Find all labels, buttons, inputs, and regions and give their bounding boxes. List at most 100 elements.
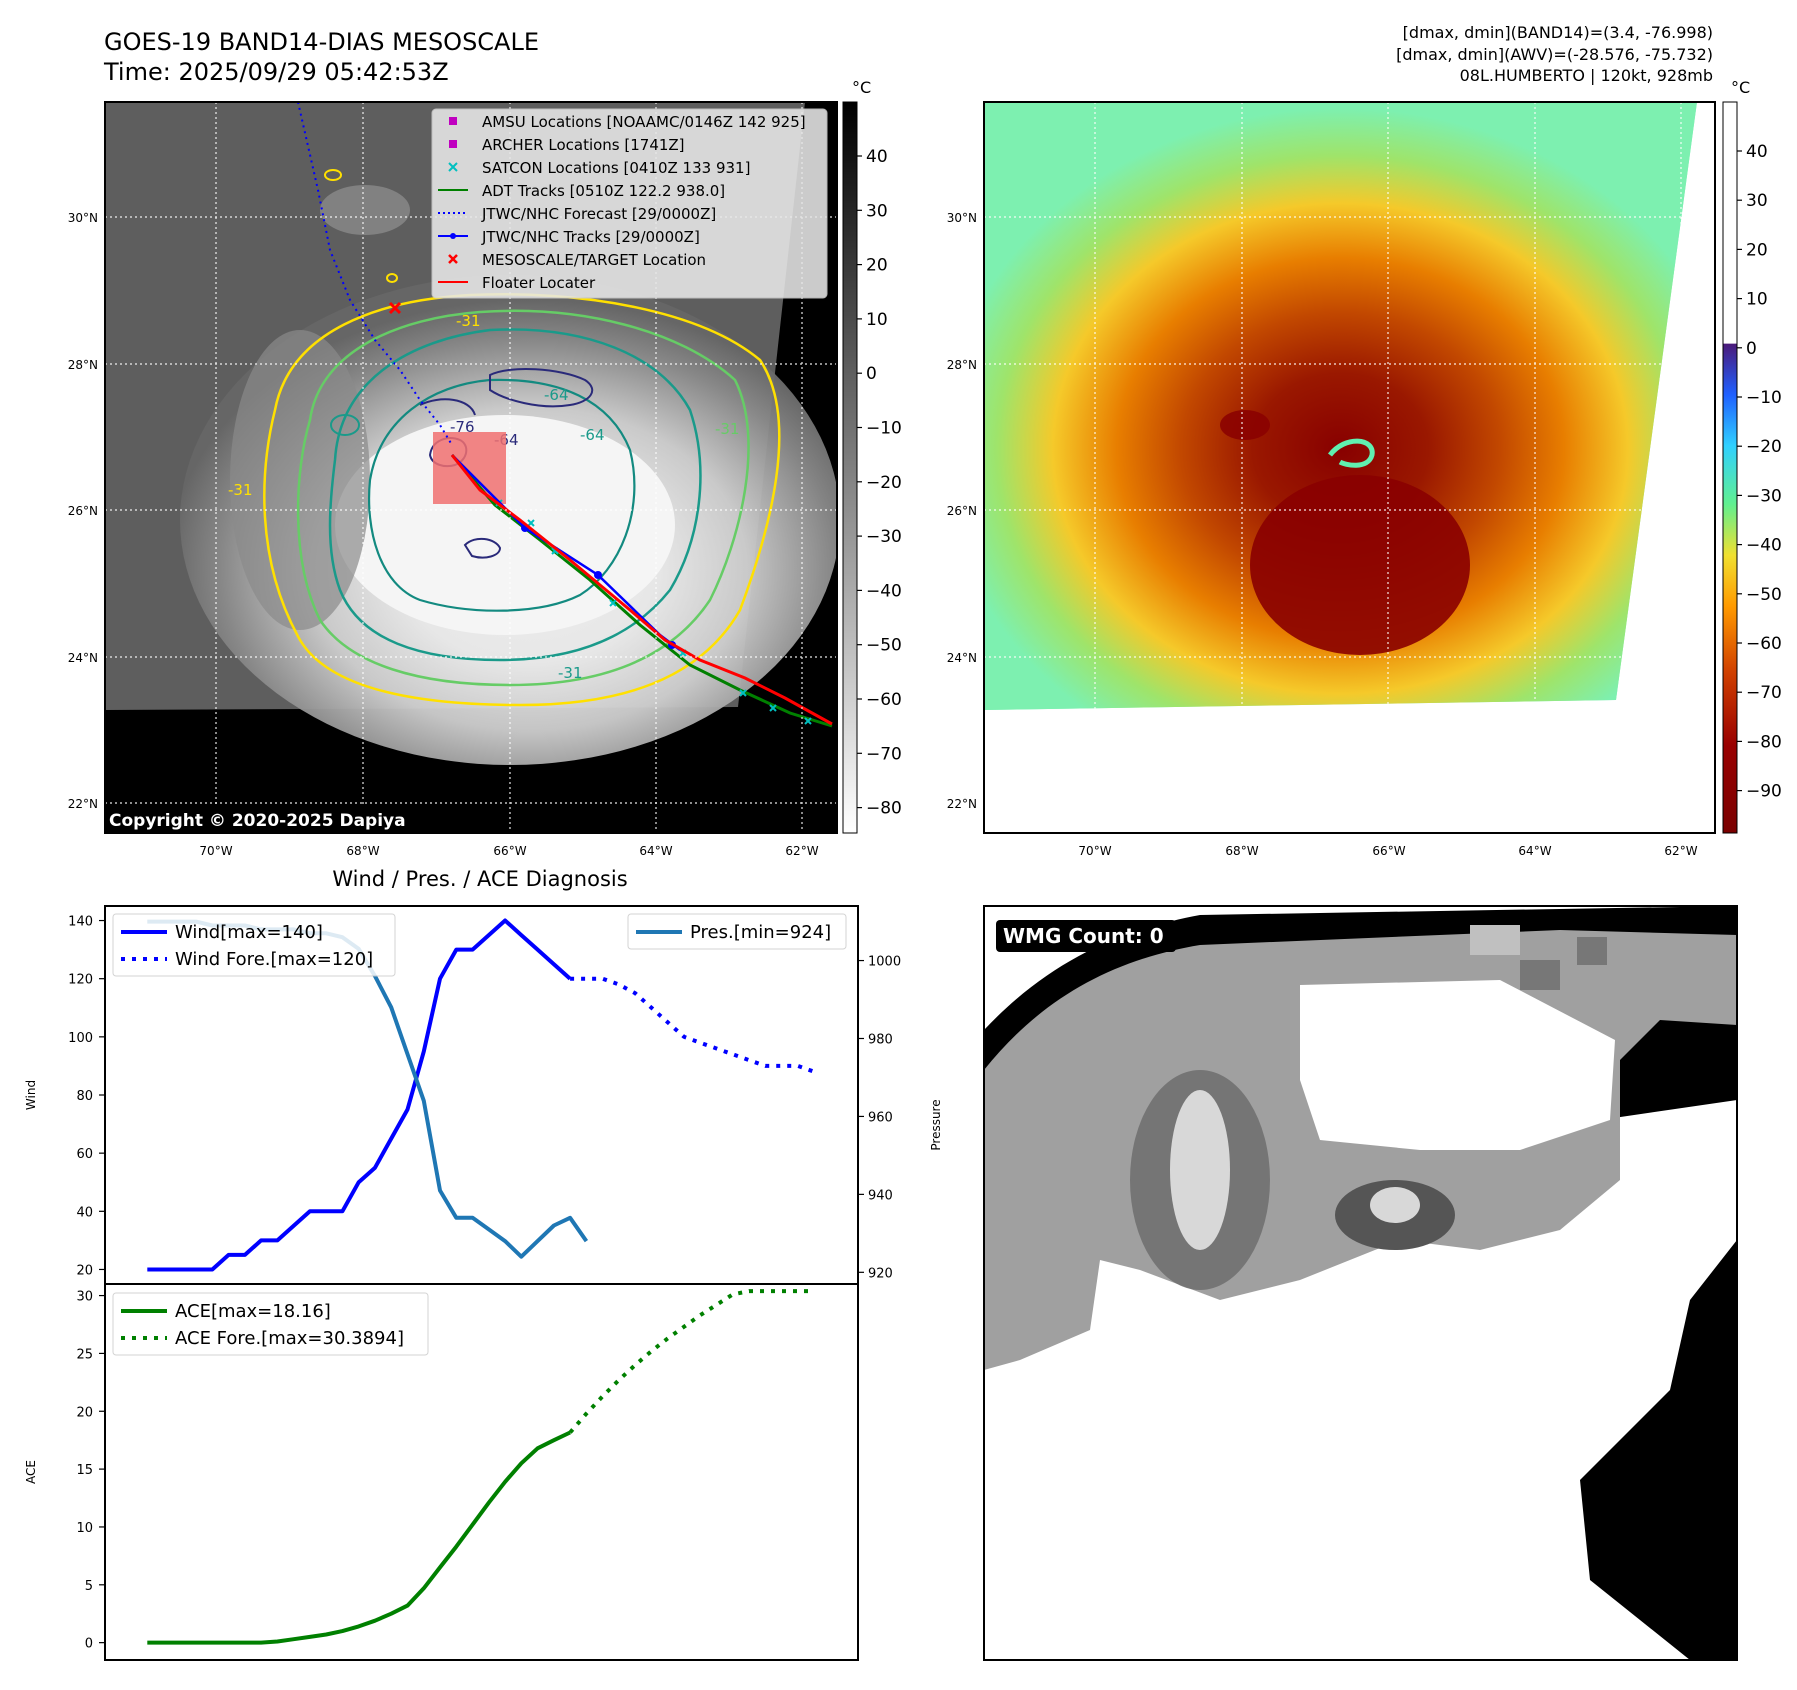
map-lat-label: 22°N (68, 797, 98, 811)
y-right-tick-label: 1000 (868, 955, 901, 970)
gray-colorbar-tick-label: −20 (866, 473, 902, 493)
map-lon-label: 64°W (639, 844, 672, 858)
y-tick-label: 120 (68, 973, 93, 988)
copyright-text: Copyright © 2020-2025 Dapiya (109, 811, 406, 831)
y-tick-label: 60 (76, 1147, 93, 1162)
chart-legend: Pres.[min=924] (627, 913, 847, 950)
series-line (570, 976, 815, 1074)
gray-colorbar-tick-label: 0 (866, 364, 877, 384)
color-map-gridlines (984, 102, 1715, 833)
color-colorbar-tick-label: 0 (1746, 339, 1757, 359)
wmg-panel: WMG Count: 0 (984, 906, 1737, 1660)
y-right-tick-label: 920 (868, 1266, 893, 1281)
legend-item: SATCON Locations [0410Z 133 931] (482, 159, 750, 177)
gray-colorbar (842, 101, 858, 834)
map-lon-label: 64°W (1518, 844, 1551, 858)
y-tick-label: 80 (76, 1089, 93, 1104)
y-tick-label: 40 (76, 1205, 93, 1220)
y-tick-label: 140 (68, 915, 93, 930)
contour-teal-inner (368, 378, 636, 612)
contour-label: -31 (715, 420, 740, 438)
series-line (147, 1430, 571, 1645)
color-colorbar-tick-label: −50 (1746, 585, 1782, 605)
y-tick-label: 10 (76, 1521, 93, 1536)
gray-colorbar-tick-label: 20 (866, 256, 888, 276)
wmg-label-bg (996, 920, 1176, 952)
legend-label: ACE[max=18.16] (175, 1301, 331, 1322)
series-line (568, 1289, 815, 1434)
legend-label: Wind[max=140] (175, 922, 323, 943)
map-lon-label: 70°W (1078, 844, 1111, 858)
map-lon-label: 70°W (199, 844, 232, 858)
map-lat-label: 22°N (947, 797, 977, 811)
stat-band14: [dmax, dmin](BAND14)=(3.4, -76.998) (1403, 23, 1713, 42)
wmg-frame (983, 905, 1738, 1661)
map-lat-label: 30°N (68, 211, 98, 225)
y-right-axis-label: Pressure (929, 1099, 943, 1150)
gray-colorbar-tick-label: −30 (866, 527, 902, 547)
chart-legend: Wind[max=140] Wind Fore.[max=120] (112, 913, 396, 977)
y-right-tick-label: 980 (868, 1032, 893, 1047)
gray-colorbar-tick-label: −40 (866, 581, 902, 601)
ir-gray-map-frame (104, 101, 838, 834)
legend-label: ACE Fore.[max=30.3894] (175, 1328, 404, 1349)
chart-legend: ACE[max=18.16] ACE Fore.[max=30.3894] (112, 1292, 429, 1356)
gray-colorbar-tick-label: −80 (866, 799, 902, 819)
map-lat-label: 26°N (68, 504, 98, 518)
eye-feature (1328, 438, 1375, 468)
color-colorbar-ticks: 40 30 20 10 0 −10 −20 −30 −40 −50 −60 −70 −80 −90 (1737, 142, 1782, 802)
contour-label: -31 (228, 481, 253, 499)
map-lat-labels: 30°N 30°N 28°N 28°N 26°N 26°N 24°N 24°N 22°N 22°N (68, 211, 977, 811)
color-colorbar-tick-label: 10 (1746, 290, 1768, 310)
y-tick-label: 5 (85, 1579, 93, 1594)
legend-label: Wind Fore.[max=120] (175, 949, 373, 970)
legend-item: AMSU Locations [NOAAMC/0146Z 142 925] (482, 113, 806, 131)
y-tick-label: 30 (76, 1290, 93, 1305)
legend-item: MESOSCALE/TARGET Location (482, 251, 706, 269)
gray-colorbar-tick-label: −70 (866, 744, 902, 764)
contour-lightgreen (296, 309, 750, 687)
map-lon-labels: 70°W 70°W 68°W 68°W 66°W 66°W 64°W 64°W 62°W 62°W (199, 844, 1697, 858)
legend-item: ADT Tracks [0510Z 122.2 938.0] (482, 182, 725, 200)
legend-label: Pres.[min=924] (690, 922, 831, 943)
gray-colorbar-tick-label: −10 (866, 419, 902, 439)
y-axis-label: Wind (24, 1080, 38, 1110)
contour-label: -64 (544, 386, 569, 404)
map-lon-label: 66°W (1372, 844, 1405, 858)
contour-navy-north (489, 368, 594, 408)
y-tick-label: 100 (68, 1031, 93, 1046)
wind-pressure-chart: 140 120 100 80 60 40 20 Wind 1000 980 960 940 920 Pre… (24, 905, 943, 1285)
gray-colorbar-tick-label: −60 (866, 690, 902, 710)
y-tick-label: 20 (76, 1263, 93, 1278)
contour-label: -31 (558, 664, 583, 682)
legend-item: JTWC/NHC Forecast [29/0000Z] (481, 205, 716, 223)
series-line (147, 918, 572, 1272)
color-colorbar-tick-label: −90 (1746, 782, 1782, 802)
gray-colorbar-tick-label: 40 (866, 147, 888, 167)
contour-navy-south (463, 537, 502, 559)
ir-gray-map: -31 -64 -76 -64 -64 -31 -31 -31 (105, 102, 837, 833)
chart-title: Wind / Pres. / ACE Diagnosis (332, 867, 627, 891)
color-colorbar-tick-label: −20 (1746, 437, 1782, 457)
y-tick-label: 15 (76, 1463, 93, 1478)
map-lon-label: 62°W (1664, 844, 1697, 858)
floater-target-box (433, 432, 506, 504)
y-right-tick-label: 940 (868, 1188, 893, 1203)
color-colorbar (1722, 101, 1738, 834)
ir-color-map-frame (983, 101, 1716, 834)
y-axis-label: ACE (24, 1460, 38, 1484)
color-colorbar-tick-label: 40 (1746, 142, 1768, 162)
color-colorbar-tick-label: −10 (1746, 388, 1782, 408)
legend-item: ARCHER Locations [1741Z] (482, 136, 685, 154)
color-colorbar-tick-label: −30 (1746, 486, 1782, 506)
map-lat-label: 28°N (947, 358, 977, 372)
ace-chart: 30 25 20 15 10 5 0 ACE ACE[max=18.16] ACE Fore.[m… (24, 1283, 859, 1661)
contour-label: -31 (456, 312, 481, 330)
gray-colorbar-tick-label: −50 (866, 636, 902, 656)
adt-track (450, 454, 833, 728)
y-tick-label: 0 (85, 1637, 93, 1652)
map-lon-label: 66°W (493, 844, 526, 858)
floater-locater-track (450, 454, 833, 726)
contour-teal (328, 328, 702, 662)
